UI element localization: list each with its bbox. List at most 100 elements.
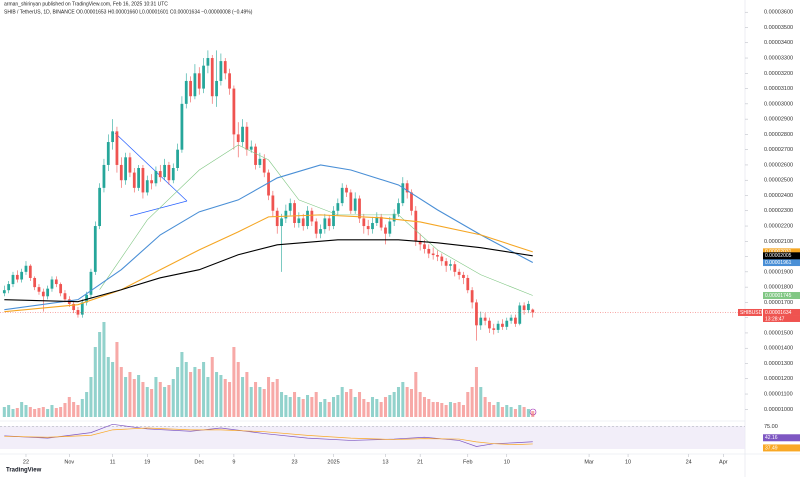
volume-bar [461,405,465,417]
candle-body [414,210,418,242]
x-tick-label: 13 [382,459,388,465]
volume-bar [293,392,297,417]
y-tick-label: 0.00001400 [764,346,793,352]
volume-bar [531,411,535,417]
volume-bar [444,405,448,417]
candle-body [501,323,504,327]
volume-bar [245,372,249,417]
candle-body [492,328,496,330]
rsi-band [0,426,745,449]
volume-bar [184,362,188,417]
volume-bar [180,352,184,417]
rsi-ma-line [4,427,533,445]
trendline [114,132,188,202]
volume-bar [28,407,32,417]
candle-body [171,168,175,181]
candle-body [241,126,244,143]
candle-body [267,172,270,196]
candle-body [470,290,474,303]
candle-body [119,164,123,181]
candle-body [336,203,340,211]
volume-bar [197,369,201,417]
candle-body [167,164,171,181]
y-tick-label: 0.00001200 [764,376,793,382]
candle-body [384,227,387,234]
y-tick-label: 0.00003200 [764,71,793,77]
volume-bar [202,362,206,417]
ma-value-badge-bg [763,248,800,256]
volume-bar [89,377,93,417]
y-tick-label: 0.00003600 [764,10,793,16]
y-tick-label: 0.00003500 [764,25,793,31]
volume-bar [344,392,349,417]
volume-bar [206,377,210,417]
candle-body [366,226,370,230]
rsi-line [4,423,533,447]
candle-body [323,218,327,230]
volume-bar [301,399,305,417]
volume-bar [353,397,357,417]
y-tick-label: 0.00002800 [764,132,793,138]
volume-bar [474,367,478,417]
volume-bar [219,375,223,417]
countdown-bg [763,315,800,322]
trendline [129,200,188,217]
candle-body [215,80,218,97]
moving-average [4,164,534,311]
volume-bar [310,397,314,417]
x-tick-label: 10 [625,459,631,465]
volume-bar [327,402,331,417]
volume-bar [275,379,279,417]
y-tick-label: 0.00001900 [764,269,793,275]
volume-bar [80,399,84,417]
volume-bar [59,407,63,417]
y-tick-label: 0.00003400 [764,40,793,46]
volume-bar [171,379,175,417]
countdown: 13:28:47 [765,316,785,322]
candle-body [310,210,314,222]
volume-bar [20,402,24,417]
volume-bar [466,392,470,417]
candle-body [410,192,413,211]
volume-bar [375,399,379,417]
candle-body [314,221,318,234]
candle-body [89,271,93,295]
volume-bar [154,377,158,417]
volume-bar [401,382,405,417]
candle-body [128,157,132,173]
candle-body [223,61,227,74]
x-tick-label: 21 [417,459,423,465]
volume-bar [7,405,11,417]
volume-bar [405,387,409,417]
symbol-badge: SHIBUSDT [740,310,765,316]
ma-value-badge-bg [763,259,800,267]
ma-value-badge: 0.00001961 [765,260,792,266]
candle-body [20,271,24,280]
candle-body [245,126,249,150]
volume-bar [163,387,167,417]
x-tick-label: Dec [194,459,204,465]
publisher: arman_shirinyan published on TradingView… [4,1,168,7]
candle-body [453,264,457,272]
volume-bar [41,407,45,417]
candle-body [358,198,361,219]
volume-bar [215,372,219,417]
volume-bar [106,357,110,417]
candle-body [54,279,58,285]
volume-bar [228,382,232,417]
y-tick-label: 0.00003000 [764,101,793,107]
volume-bar [526,409,530,417]
volume-bar [513,409,517,417]
x-tick-label: 23 [291,459,297,465]
volume-bar [414,372,418,417]
candle-body [293,203,296,223]
volume-bar [24,405,28,417]
candle-body [288,203,292,211]
candle-body [189,80,192,97]
volume-bar [470,387,474,417]
volume-bar [33,409,37,417]
candle-body [124,157,127,181]
candle-body [301,218,305,227]
y-tick-label: 0.00002200 [764,223,793,229]
